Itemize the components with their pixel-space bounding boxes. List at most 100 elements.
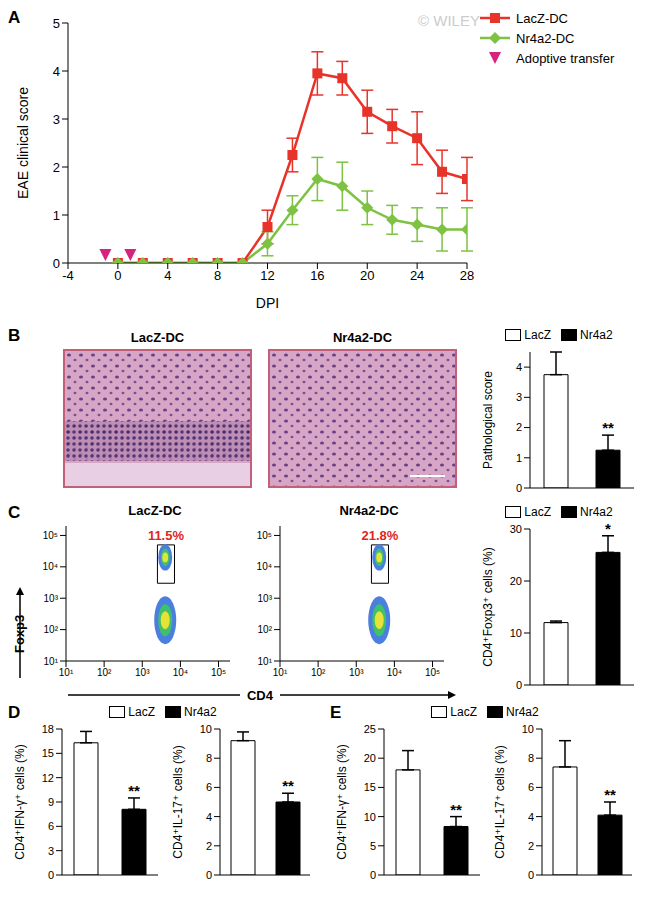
html-text:Adoptive transfer: Adoptive transfer [516,50,615,66]
svg-text:10²: 10² [97,667,112,678]
svg-text:6: 6 [48,820,54,832]
svg-text:10¹: 10¹ [273,667,288,678]
svg-text:4: 4 [528,811,534,823]
svg-text:0: 0 [516,482,522,494]
svg-text:*: * [605,520,611,537]
svg-text:2: 2 [53,160,60,175]
svg-text:10³: 10³ [135,667,150,678]
svg-text:CD4: CD4 [247,688,274,703]
html-text:LacZ: LacZ [524,505,551,519]
svg-text:10⁴: 10⁴ [173,667,188,678]
svg-text:5: 5 [53,16,60,31]
svg-text:Pathological score: Pathological score [481,371,495,469]
svg-text:**: ** [602,419,614,436]
svg-text:1: 1 [53,208,60,223]
svg-text:10⁴: 10⁴ [387,667,402,678]
svg-text:CD4⁺IFN-γ⁺ cells (%): CD4⁺IFN-γ⁺ cells (%) [13,744,27,859]
svg-text:-4: -4 [62,268,74,283]
svg-text:6: 6 [206,781,212,793]
html-text:Nr4a2-DC: Nr4a2-DC [516,30,575,46]
svg-text:5: 5 [370,840,376,852]
svg-text:12: 12 [42,772,54,784]
svg-text:3: 3 [53,112,60,127]
svg-text:6: 6 [528,781,534,793]
svg-text:20: 20 [360,268,374,283]
svg-text:CD4⁺IL-17⁺ cells (%): CD4⁺IL-17⁺ cells (%) [493,745,507,858]
svg-text:10⁴: 10⁴ [43,561,58,572]
svg-text:10⁴: 10⁴ [257,561,272,572]
svg-text:10: 10 [510,627,522,639]
svg-text:10³: 10³ [44,593,59,604]
svg-text:10²: 10² [258,624,273,635]
html-text:LacZ: LacZ [128,705,155,719]
svg-text:Foxp3: Foxp3 [12,615,27,653]
svg-text:15: 15 [364,781,376,793]
svg-text:0: 0 [53,256,60,271]
svg-text:10²: 10² [44,624,59,635]
svg-text:4: 4 [516,361,522,373]
svg-text:10: 10 [364,811,376,823]
svg-text:4: 4 [206,811,212,823]
svg-text:1: 1 [516,452,522,464]
svg-text:8: 8 [528,752,534,764]
svg-text:20: 20 [364,752,376,764]
svg-text:8: 8 [214,268,221,283]
svg-text:10⁵: 10⁵ [257,530,272,541]
svg-text:2: 2 [528,840,534,852]
svg-text:4: 4 [164,268,171,283]
svg-text:**: ** [282,777,294,794]
svg-text:CD4⁺Foxp3⁺ cells (%): CD4⁺Foxp3⁺ cells (%) [481,547,495,666]
svg-text:30: 30 [510,523,522,535]
svg-text:28: 28 [460,268,474,283]
svg-text:2: 2 [206,840,212,852]
svg-text:CD4⁺IFN-γ⁺ cells (%): CD4⁺IFN-γ⁺ cells (%) [335,744,349,859]
svg-text:21.8%: 21.8% [362,528,399,543]
svg-text:3: 3 [48,845,54,857]
svg-text:10³: 10³ [349,667,364,678]
svg-text:10¹: 10¹ [258,656,273,667]
svg-text:10¹: 10¹ [44,656,59,667]
svg-text:0: 0 [206,869,212,881]
svg-text:24: 24 [410,268,424,283]
svg-text:EAE clinical score: EAE clinical score [15,87,31,199]
svg-text:2: 2 [516,421,522,433]
html-text:Nr4a2-DC: Nr4a2-DC [339,503,399,518]
html-text:LacZ-DC: LacZ-DC [516,10,568,26]
html-text:LacZ-DC: LacZ-DC [130,330,185,345]
svg-text:4: 4 [53,64,60,79]
html-text:LacZ: LacZ [524,328,551,342]
svg-text:25: 25 [364,723,376,735]
html-text:Nr4a2: Nr4a2 [580,328,613,342]
svg-text:**: ** [604,786,616,803]
svg-text:9: 9 [48,796,54,808]
svg-text:0: 0 [114,268,121,283]
svg-text:10³: 10³ [258,593,273,604]
html-text:© WILEY: © WILEY [418,12,480,29]
svg-text:0: 0 [48,869,54,881]
svg-text:DPI: DPI [256,295,279,311]
svg-text:10⁵: 10⁵ [211,667,226,678]
html-text:LacZ-DC: LacZ-DC [128,503,182,518]
svg-text:18: 18 [42,723,54,735]
svg-text:12: 12 [260,268,274,283]
svg-text:10²: 10² [311,667,326,678]
svg-text:20: 20 [510,575,522,587]
svg-text:3: 3 [516,391,522,403]
html-text:Nr4a2: Nr4a2 [580,505,613,519]
html-text:Nr4a2-DC: Nr4a2-DC [332,330,393,345]
svg-text:11.5%: 11.5% [148,528,185,543]
svg-text:8: 8 [206,752,212,764]
svg-text:10⁵: 10⁵ [425,667,440,678]
svg-text:10: 10 [522,723,534,735]
svg-text:10: 10 [200,723,212,735]
svg-text:0: 0 [528,869,534,881]
svg-text:10¹: 10¹ [59,667,74,678]
svg-text:0: 0 [516,679,522,691]
svg-text:10⁵: 10⁵ [43,530,58,541]
svg-text:**: ** [128,782,140,799]
svg-text:**: ** [450,801,462,818]
svg-text:0: 0 [370,869,376,881]
svg-text:CD4⁺IL-17⁺ cells (%): CD4⁺IL-17⁺ cells (%) [171,745,185,858]
svg-text:15: 15 [42,747,54,759]
svg-text:16: 16 [310,268,324,283]
